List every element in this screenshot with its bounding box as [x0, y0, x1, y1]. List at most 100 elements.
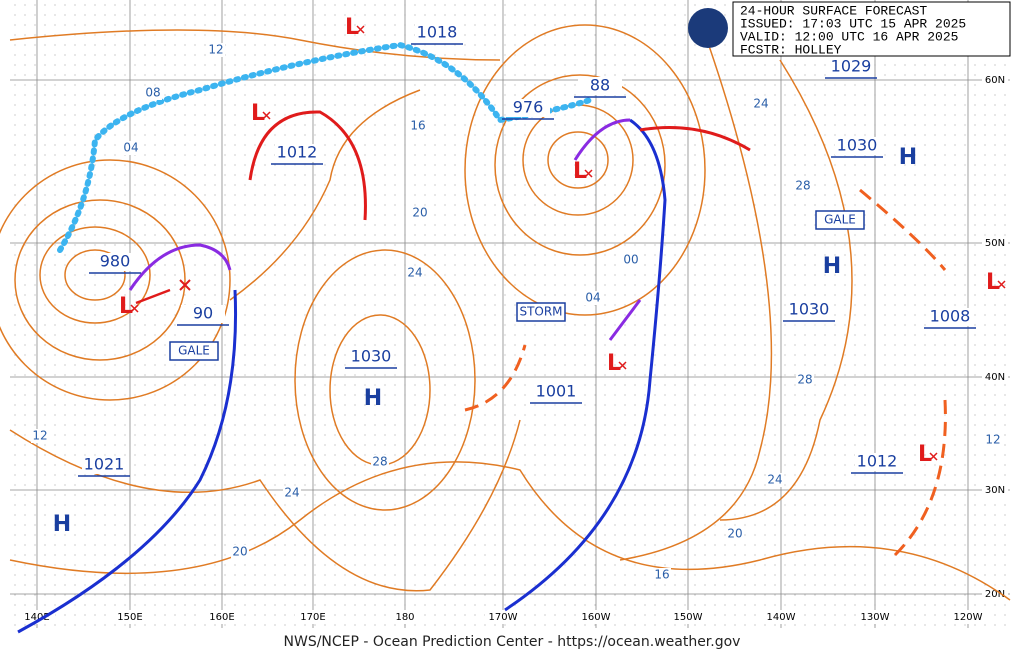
- isobar-label: 12: [985, 433, 1000, 447]
- lat-label-bg: [982, 587, 1008, 601]
- lat-label-bg: [982, 483, 1008, 497]
- lat-label-bg: [982, 370, 1008, 384]
- lon-label: 150W: [674, 612, 703, 623]
- labels: 1018 1012 980 90 1030 1021 976 88 1029 1030 1030 10…: [31, 15, 1006, 582]
- label-bg: [534, 383, 578, 401]
- isobar-label: 24: [753, 97, 768, 111]
- isobar-label: 12: [32, 429, 47, 443]
- lat-label: 20N: [985, 589, 1005, 600]
- high-center: H: [364, 386, 382, 411]
- label-bg: [984, 433, 1002, 447]
- lon-label-bg: [19, 610, 55, 624]
- label-bg: [144, 86, 162, 100]
- low-center: L: [345, 15, 359, 40]
- pressure-label: 976: [513, 98, 544, 117]
- warning-label: STORM: [519, 305, 562, 319]
- isobar-label: 28: [795, 179, 810, 193]
- lat-label-bg: [982, 236, 1008, 250]
- warning-label: GALE: [178, 344, 210, 358]
- header-line: FCSTR: HOLLEY: [740, 42, 842, 57]
- lon-label-bg: [112, 610, 148, 624]
- track-arrow: [135, 288, 171, 305]
- isobar-label: 24: [284, 486, 299, 500]
- label-bg: [207, 43, 225, 57]
- high-center: H: [899, 145, 917, 170]
- label-bg: [406, 266, 424, 280]
- footer: NWS/NCEP - Ocean Prediction Center - htt…: [284, 634, 741, 650]
- lon-label-bg: [387, 610, 423, 624]
- low-center: L: [607, 351, 621, 376]
- isobar-label: 20: [232, 545, 247, 559]
- label-bg: [82, 456, 126, 474]
- isobar-label: 16: [654, 568, 669, 582]
- low-center: L: [918, 442, 932, 467]
- label-bg: [283, 486, 301, 500]
- low-center: L: [573, 159, 587, 184]
- lat-label-bg: [982, 73, 1008, 87]
- label-bg: [31, 429, 49, 443]
- pressure-label: 1001: [536, 382, 577, 401]
- label-bg: [855, 453, 899, 471]
- label-bg: [794, 179, 812, 193]
- isobar-label: 00: [623, 253, 638, 267]
- pressure-label: 90: [193, 304, 213, 323]
- label-bg: [415, 24, 459, 42]
- label-bg: [766, 473, 784, 487]
- noaa-logo: [688, 8, 728, 48]
- isobar-label: 08: [145, 86, 160, 100]
- header-line: ISSUED: 17:03 UTC 15 APR 2025: [740, 16, 966, 31]
- isobar-label: 20: [727, 527, 742, 541]
- isobar-label: 20: [412, 206, 427, 220]
- low-center: L: [986, 270, 1000, 295]
- lat-label: 50N: [985, 238, 1005, 249]
- label-bg: [653, 568, 671, 582]
- isobar-label: 24: [767, 473, 782, 487]
- lat-label: 60N: [985, 75, 1005, 86]
- label-bg: [752, 97, 770, 111]
- label-bg: [181, 305, 225, 323]
- label-bg: [622, 253, 640, 267]
- header-line: 24-HOUR SURFACE FORECAST: [740, 3, 927, 18]
- label-bg: [371, 455, 389, 469]
- warning-box: [516, 302, 566, 322]
- warning-box: [169, 341, 219, 361]
- grid: 140E 150E 160E 170E 180 170W 160W 150W 140W 130W 1…: [10, 0, 1010, 628]
- pressure-label: 1030: [789, 300, 830, 319]
- label-bg: [409, 119, 427, 133]
- lon-label-bg: [950, 610, 986, 624]
- label-bg: [122, 141, 140, 155]
- lon-label-bg: [295, 610, 331, 624]
- label-bg: [796, 373, 814, 387]
- lat-label: 40N: [985, 372, 1005, 383]
- lon-label: 140E: [24, 612, 49, 623]
- label-bg: [506, 99, 550, 117]
- label-bg: [349, 348, 393, 366]
- pressure-label: 1021: [84, 455, 125, 474]
- lon-label-bg: [485, 610, 521, 624]
- low-center: L: [251, 101, 265, 126]
- lon-label: 150E: [117, 612, 142, 623]
- label-bg: [578, 77, 622, 95]
- lon-label-bg: [578, 610, 614, 624]
- isobars: [0, 19, 1011, 601]
- isobar-label: 04: [585, 291, 600, 305]
- low-x: [618, 361, 627, 370]
- lon-label-bg: [763, 610, 799, 624]
- low-x: [929, 452, 938, 461]
- forecast-position: [179, 279, 191, 291]
- lon-label-bg: [857, 610, 893, 624]
- header-box: [732, 1, 1011, 57]
- warning-label: GALE: [824, 213, 856, 227]
- lon-label-bg: [204, 610, 240, 624]
- low-x: [997, 280, 1006, 289]
- pressure-label: 1030: [837, 136, 878, 155]
- label-bg: [829, 58, 873, 76]
- header-line: VALID: 12:00 UTC 16 APR 2025: [740, 29, 958, 44]
- lon-label: 160E: [209, 612, 234, 623]
- isobar-label: 04: [123, 141, 138, 155]
- pressure-label: 1012: [857, 452, 898, 471]
- isobar-label: 28: [372, 455, 387, 469]
- label-bg: [584, 291, 602, 305]
- lon-label: 120W: [954, 612, 983, 623]
